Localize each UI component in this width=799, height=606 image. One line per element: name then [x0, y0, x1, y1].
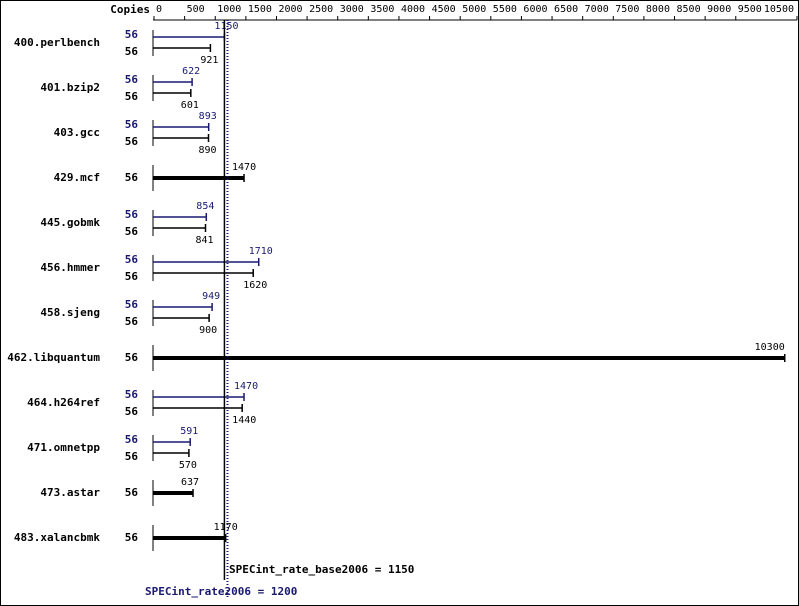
value-label: 637: [181, 477, 199, 488]
value-label: 841: [196, 235, 214, 246]
axis-title: Copies: [110, 3, 150, 16]
x-tick-label: 5000: [462, 4, 486, 15]
category-label: 429.mcf: [54, 171, 100, 184]
value-label: 591: [180, 426, 198, 437]
x-tick-label: 9000: [707, 4, 731, 15]
copies-label: 56: [125, 225, 139, 238]
copies-label: 56: [125, 531, 139, 544]
value-label: 921: [200, 55, 218, 66]
category-label: 471.omnetpp: [27, 441, 100, 454]
copies-label: 56: [125, 486, 139, 499]
x-tick-label: 8000: [646, 4, 670, 15]
x-tick-label: 1500: [248, 4, 272, 15]
category-label: 462.libquantum: [7, 351, 100, 364]
reference-label: SPECint_rate_base2006 = 1150: [229, 563, 414, 576]
category-label: 456.hmmer: [40, 261, 100, 274]
copies-label: 56: [125, 171, 139, 184]
copies-label: 56: [125, 315, 139, 328]
copies-label: 56: [125, 405, 139, 418]
x-tick-label: 4500: [432, 4, 456, 15]
category-label: 458.sjeng: [40, 306, 100, 319]
value-label: 601: [181, 100, 199, 111]
value-label: 622: [182, 66, 200, 77]
value-label: 1170: [214, 522, 238, 533]
value-label: 1620: [243, 280, 267, 291]
value-label: 1710: [249, 246, 273, 257]
category-label: 400.perlbench: [14, 36, 100, 49]
x-tick-label: 6500: [554, 4, 578, 15]
copies-label: 56: [125, 270, 139, 283]
value-label: 1470: [234, 381, 258, 392]
x-tick-label: 1000: [217, 4, 241, 15]
copies-label: 56: [125, 298, 139, 311]
x-tick-label: 7000: [585, 4, 609, 15]
x-tick-label: 0: [156, 4, 162, 15]
category-label: 445.gobmk: [40, 216, 100, 229]
copies-label: 56: [125, 118, 139, 131]
x-tick-label: 10500: [764, 4, 794, 15]
x-tick-label: 3500: [370, 4, 394, 15]
category-label: 403.gcc: [54, 126, 100, 139]
copies-label: 56: [125, 135, 139, 148]
category-label: 401.bzip2: [40, 81, 100, 94]
x-tick-label: 2500: [309, 4, 333, 15]
copies-label: 56: [125, 208, 139, 221]
value-label: 893: [199, 111, 217, 122]
copies-label: 56: [125, 45, 139, 58]
value-label: 10300: [755, 342, 785, 353]
value-label: 570: [179, 460, 197, 471]
x-tick-label: 3000: [340, 4, 364, 15]
value-label: 1150: [214, 21, 238, 32]
value-label: 890: [199, 145, 217, 156]
copies-label: 56: [125, 388, 139, 401]
x-tick-label: 9500: [738, 4, 762, 15]
x-tick-label: 500: [187, 4, 205, 15]
category-label: 473.astar: [40, 486, 100, 499]
category-label: 483.xalancbmk: [14, 531, 100, 544]
copies-label: 56: [125, 73, 139, 86]
copies-label: 56: [125, 450, 139, 463]
x-tick-label: 4000: [401, 4, 425, 15]
x-tick-label: 6000: [523, 4, 547, 15]
x-tick-label: 5500: [493, 4, 517, 15]
category-label: 464.h264ref: [27, 396, 100, 409]
x-tick-label: 7500: [615, 4, 639, 15]
copies-label: 56: [125, 351, 139, 364]
x-tick-label: 8500: [677, 4, 701, 15]
value-label: 1440: [232, 415, 256, 426]
value-label: 854: [196, 201, 214, 212]
copies-label: 56: [125, 28, 139, 41]
copies-label: 56: [125, 433, 139, 446]
copies-label: 56: [125, 90, 139, 103]
value-label: 949: [202, 291, 220, 302]
x-tick-label: 2000: [278, 4, 302, 15]
value-label: 900: [199, 325, 217, 336]
reference-label: SPECint_rate2006 = 1200: [145, 585, 297, 598]
value-label: 1470: [232, 162, 256, 173]
copies-label: 56: [125, 253, 139, 266]
